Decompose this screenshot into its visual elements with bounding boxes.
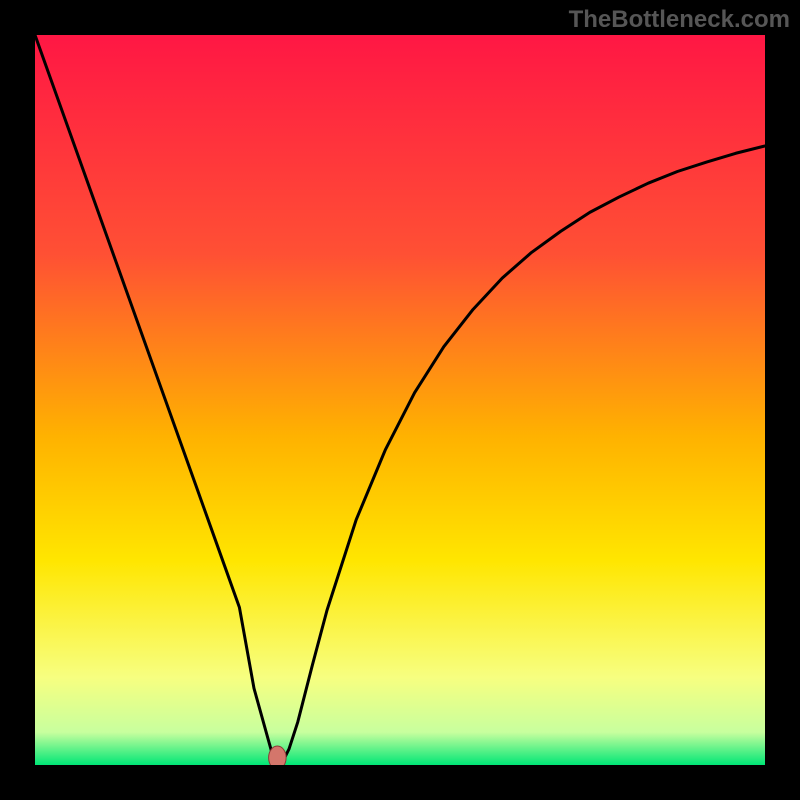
watermark-text: TheBottleneck.com xyxy=(569,6,790,34)
chart-container: TheBottleneck.com xyxy=(0,0,800,800)
plot-area xyxy=(35,35,765,765)
min-point-marker xyxy=(269,746,287,765)
chart-svg xyxy=(35,35,765,765)
gradient-background xyxy=(35,35,765,765)
